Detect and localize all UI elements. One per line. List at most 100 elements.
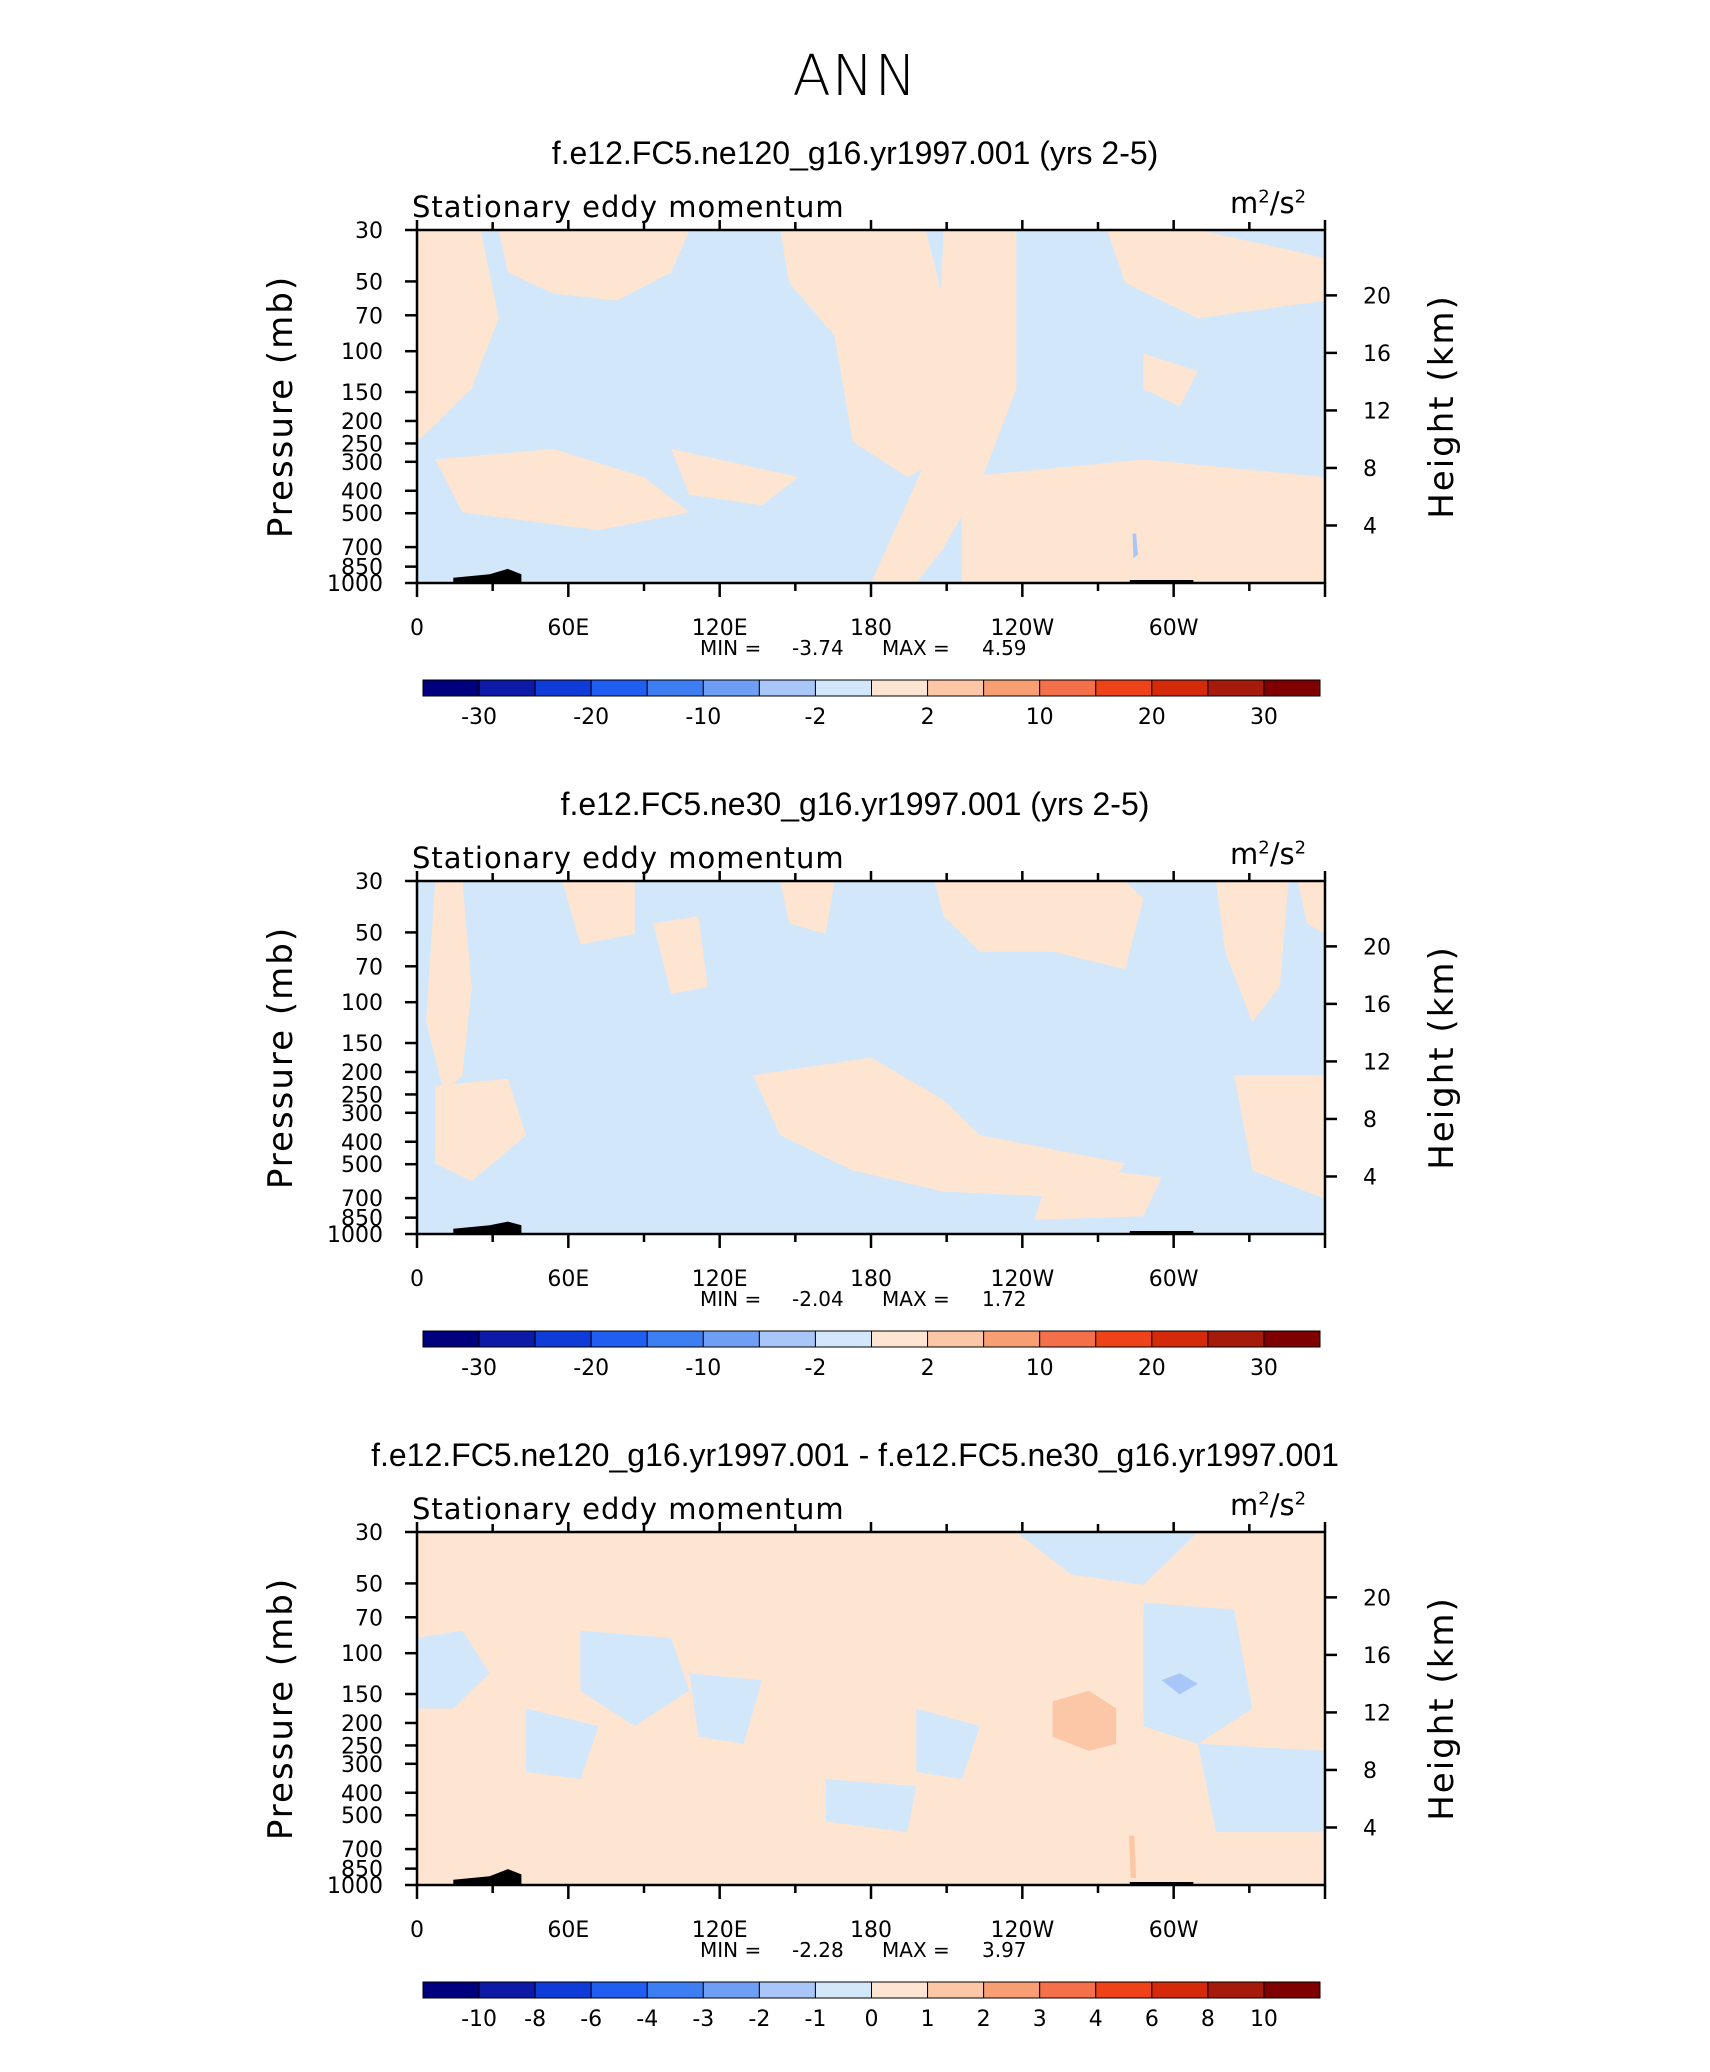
x-tick-label: 60E (547, 616, 589, 641)
y-tick-label-height: 8 (1363, 1759, 1377, 1784)
y-tick-label-height: 16 (1363, 342, 1391, 367)
chart-panel-1: f.e12.FC5.ne120_g16.yr1997.001 (yrs 2-5)… (0, 130, 1710, 770)
colorbar-label: 20 (1138, 705, 1166, 730)
colorbar-swatch (478, 1981, 536, 1999)
x-tick-label: 120W (990, 1918, 1054, 1943)
x-tick-label: 0 (410, 616, 424, 641)
contour-region (934, 881, 1144, 970)
variable-name: Stationary eddy momentum (412, 190, 845, 224)
y-tick-label-pressure: 100 (341, 340, 383, 365)
contour-region (1052, 1690, 1117, 1751)
y-axis-title-right: Height (km) (1422, 945, 1462, 1170)
colorbar-swatch (1207, 679, 1265, 697)
contour-region (1297, 881, 1325, 934)
y-tick-label-height: 12 (1363, 399, 1391, 424)
units-base: m (1230, 837, 1259, 871)
contour-region (1143, 1602, 1253, 1744)
min-value: -3.74 (792, 636, 844, 660)
colorbar-swatch (871, 679, 929, 697)
contour-region (435, 1078, 526, 1182)
y-tick-label-pressure: 50 (355, 1572, 383, 1597)
x-tick-label: 120W (990, 1267, 1054, 1292)
colorbar-swatch (646, 1330, 704, 1348)
colorbar-swatch (1095, 1330, 1153, 1348)
colorbar-swatch (422, 679, 480, 697)
y-tick-label-pressure: 400 (341, 480, 383, 505)
case-title: f.e12.FC5.ne30_g16.yr1997.001 (yrs 2-5) (560, 786, 1150, 822)
x-tick-label: 180 (850, 1918, 892, 1943)
max-value: 1.72 (982, 1287, 1027, 1311)
units-exponent: 2 (1294, 186, 1307, 208)
x-tick-label: 60W (1149, 616, 1199, 641)
max-label: MAX = (882, 636, 950, 660)
colorbar-swatch (590, 1330, 648, 1348)
colorbar-swatch (1039, 679, 1097, 697)
colorbar-swatch (1095, 679, 1153, 697)
min-value: -2.04 (792, 1287, 844, 1311)
contour-region (689, 1673, 762, 1744)
y-tick-label-pressure: 300 (341, 1753, 383, 1778)
y-tick-label-height: 4 (1363, 1816, 1377, 1841)
units-mid: /s (1269, 1488, 1295, 1522)
y-tick-label-height: 12 (1363, 1050, 1391, 1075)
contour-region (753, 1057, 1126, 1199)
colorbar-swatch (646, 1981, 704, 1999)
y-tick-label-pressure: 100 (341, 1642, 383, 1667)
y-tick-label-pressure: 400 (341, 1131, 383, 1156)
y-tick-label-height: 20 (1363, 284, 1391, 309)
colorbar-swatch (983, 1981, 1041, 1999)
colorbar-swatch (478, 1330, 536, 1348)
colorbar-label: -2 (804, 705, 826, 730)
x-tick-label: 60W (1149, 1267, 1199, 1292)
topography (1129, 1882, 1194, 1885)
x-tick-label: 120E (692, 616, 748, 641)
colorbar-label: 8 (1201, 2007, 1215, 2032)
colorbar-swatch (590, 679, 648, 697)
contour-region (1143, 353, 1198, 407)
units-exponent: 2 (1258, 837, 1270, 859)
y-tick-label-pressure: 200 (341, 410, 383, 435)
x-tick-label: 0 (410, 1918, 424, 1943)
y-tick-label-pressure: 500 (341, 502, 383, 527)
colorbar-swatch (814, 1330, 872, 1348)
variable-name: Stationary eddy momentum (412, 1492, 845, 1526)
y-tick-label-pressure: 70 (355, 1606, 383, 1631)
contour-region (1216, 881, 1289, 1023)
y-tick-label-pressure: 700 (341, 1838, 383, 1863)
y-tick-label-pressure: 1000 (327, 572, 383, 597)
colorbar-swatch (1207, 1981, 1265, 1999)
colorbar-swatch (1151, 679, 1209, 697)
plot-svg: 0 60E 120E 180 120W 60W3050701001502002503004… (261, 1522, 1462, 2032)
colorbar-label: -1 (804, 2007, 826, 2032)
contour-region (871, 230, 1017, 583)
y-tick-label-pressure: 500 (341, 1153, 383, 1178)
colorbar-swatch (478, 679, 536, 697)
colorbar-swatch (422, 1330, 480, 1348)
units-exponent: 2 (1258, 1488, 1270, 1510)
colorbar-swatch (814, 679, 872, 697)
y-tick-label-height: 8 (1363, 457, 1377, 482)
colorbar-swatch (983, 1330, 1041, 1348)
colorbar-swatch (1263, 679, 1321, 697)
contour-region (417, 230, 499, 442)
colorbar-label: 1 (921, 2007, 935, 2032)
colorbar-swatch (758, 1981, 816, 1999)
colorbar-swatch (983, 679, 1041, 697)
x-tick-label: 60E (547, 1918, 589, 1943)
colorbar-swatch (1095, 1981, 1153, 1999)
min-label: MIN = (700, 636, 761, 660)
y-tick-label-pressure: 30 (355, 220, 383, 244)
y-tick-label-height: 20 (1363, 1586, 1391, 1611)
colorbar-label: -10 (685, 1356, 721, 1381)
y-tick-label-pressure: 100 (341, 991, 383, 1016)
y-tick-label-pressure: 250 (341, 1734, 383, 1759)
plot-svg: 0 60E 120E 180 120W 60W3050701001502002503004… (261, 871, 1462, 1381)
y-tick-label-pressure: 850 (341, 556, 383, 581)
y-tick-label-pressure: 700 (341, 1187, 383, 1212)
x-tick-label: 180 (850, 616, 892, 641)
x-tick-label: 60W (1149, 1918, 1199, 1943)
contour-region (1034, 1163, 1162, 1220)
colorbar-swatch (534, 1981, 592, 1999)
colorbar-swatch (871, 1981, 929, 1999)
units-mid: /s (1269, 186, 1295, 220)
